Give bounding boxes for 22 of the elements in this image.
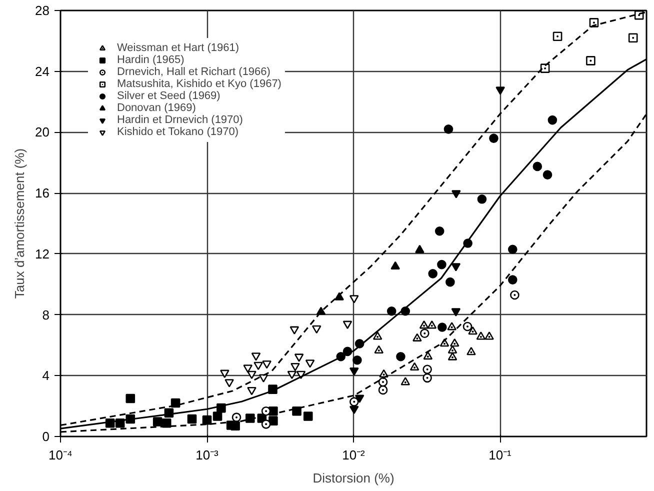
legend-label: Donovan (1969) xyxy=(117,102,196,114)
x-tick-label: 10⁻³ xyxy=(196,448,220,462)
legend-label: Silver et Seed (1969) xyxy=(117,90,220,102)
y-tick-label: 28 xyxy=(35,3,50,18)
y-tick-label: 0 xyxy=(42,429,50,444)
y-tick-label: 8 xyxy=(42,307,50,322)
y-tick-label: 16 xyxy=(35,186,50,201)
x-tick-label: 10⁻¹ xyxy=(488,448,512,462)
legend-label: Hardin et Drnevich (1970) xyxy=(117,114,243,126)
legend-label: Matsushita, Kishido et Kyo (1967) xyxy=(117,78,282,90)
y-tick-label: 4 xyxy=(42,368,50,384)
y-tick-label: 12 xyxy=(35,246,50,262)
legend-label: Weissman et Hart (1961) xyxy=(117,42,240,54)
x-tick-label: 10⁻⁴ xyxy=(48,448,73,462)
legend-label: Hardin (1965) xyxy=(117,54,184,66)
y-tick-label: 20 xyxy=(35,124,50,140)
legend-label: Drnevich, Hall et Richart (1966) xyxy=(117,66,270,78)
x-axis-title: Distorsion (%) xyxy=(312,470,394,486)
legend-label: Kishido et Tokano (1970) xyxy=(117,126,238,138)
x-tick-label: 10⁻² xyxy=(342,448,366,462)
y-tick-label: 24 xyxy=(35,64,50,79)
y-axis-title: Taux d’amortissement (%) xyxy=(12,148,28,299)
